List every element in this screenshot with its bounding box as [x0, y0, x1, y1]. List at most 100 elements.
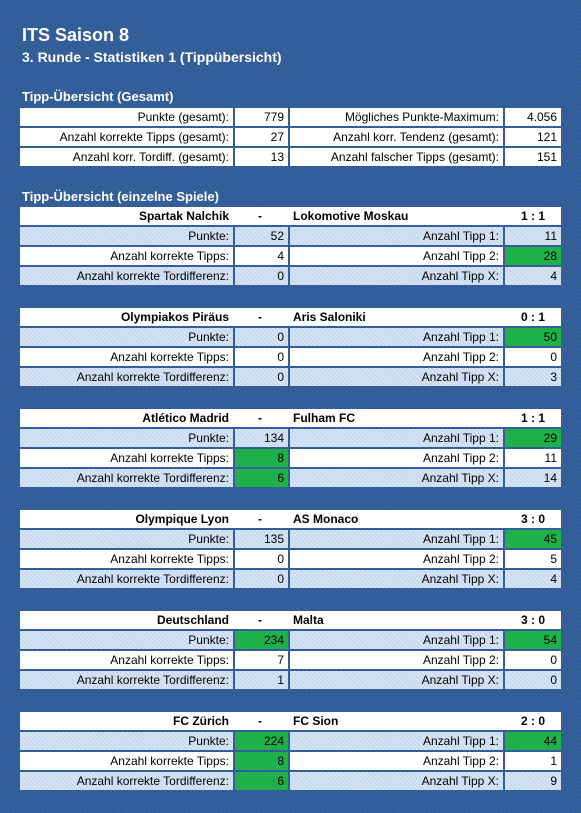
value-cell: 5: [505, 550, 561, 568]
value-cell: 4.056: [505, 108, 561, 126]
value-cell: 28: [505, 247, 561, 265]
label-cell: Anzahl korrekte Tipps:: [20, 651, 233, 669]
label-cell: Anzahl Tipp 2:: [290, 247, 503, 265]
value-cell: 6: [235, 772, 288, 790]
score: 0 : 1: [520, 310, 545, 324]
label-cell: Anzahl korrekte Tipps:: [20, 550, 233, 568]
section-title: Tipp-Übersicht (einzelne Spiele): [22, 189, 219, 204]
value-cell: 0: [505, 348, 561, 366]
label-cell: Anzahl Tipp 2:: [290, 449, 503, 467]
value-cell: 27: [235, 128, 288, 146]
value-cell: 1: [235, 671, 288, 689]
value-cell: 4: [505, 570, 561, 588]
label-cell: Anzahl korrekte Tordifferenz:: [20, 772, 233, 790]
home-team: Olympiakos Piräus: [120, 310, 229, 324]
label-cell: Anzahl Tipp 1:: [290, 227, 503, 245]
value-cell: 3: [505, 368, 561, 386]
value-cell: 13: [235, 148, 288, 166]
value-cell: 29: [505, 429, 561, 447]
separator: -: [258, 613, 262, 627]
title: ITS Saison 8: [22, 25, 130, 45]
value-cell: 8: [235, 449, 288, 467]
away-team: AS Monaco: [293, 512, 359, 526]
label-cell: Punkte:: [20, 227, 233, 245]
home-team: Deutschland: [156, 613, 229, 627]
value-cell: 54: [505, 631, 561, 649]
value-cell: 14: [505, 469, 561, 487]
label-cell: Anzahl Tipp 2:: [290, 651, 503, 669]
label-cell: Anzahl Tipp 1:: [290, 328, 503, 346]
home-team: FC Zürich: [173, 714, 229, 728]
label-cell: Anzahl korrekte Tipps:: [20, 752, 233, 770]
away-team: Aris Saloniki: [293, 310, 366, 324]
value-cell: 234: [235, 631, 288, 649]
score: 3 : 0: [520, 512, 545, 526]
value-cell: 45: [505, 530, 561, 548]
label-cell: Anzahl Tipp 2:: [290, 550, 503, 568]
value-cell: 0: [235, 267, 288, 285]
label-cell: Anzahl Tipp X:: [290, 368, 503, 386]
label-cell: Punkte:: [20, 429, 233, 447]
value-cell: 135: [235, 530, 288, 548]
value-cell: 8: [235, 752, 288, 770]
home-team: Spartak Nalchik: [138, 209, 229, 223]
label-cell: Anzahl Tipp 1:: [290, 631, 503, 649]
label-cell: Anzahl Tipp 2:: [290, 752, 503, 770]
label-cell: Anzahl Tipp 1:: [290, 530, 503, 548]
score: 2 : 0: [520, 714, 545, 728]
home-team: Atlético Madrid: [142, 411, 229, 425]
value-cell: 0: [235, 368, 288, 386]
label-cell: Anzahl korrekte Tordifferenz:: [20, 469, 233, 487]
value-cell: 0: [235, 348, 288, 366]
section-title: Tipp-Übersicht (Gesamt): [22, 89, 174, 104]
value-cell: 7: [235, 651, 288, 669]
value-cell: 44: [505, 732, 561, 750]
score: 1 : 1: [520, 209, 545, 223]
separator: -: [258, 512, 262, 526]
score: 1 : 1: [520, 411, 545, 425]
value-cell: 0: [505, 671, 561, 689]
value-cell: 9: [505, 772, 561, 790]
value-cell: 134: [235, 429, 288, 447]
label-cell: Anzahl Tipp 1:: [290, 429, 503, 447]
match-header: [20, 207, 561, 225]
match-header: [20, 308, 561, 326]
label-cell: Anzahl korr. Tordiff. (gesamt):: [20, 148, 233, 166]
label-cell: Anzahl Tipp X:: [290, 570, 503, 588]
value-cell: 0: [235, 550, 288, 568]
away-team: Fulham FC: [293, 411, 355, 425]
label-cell: Anzahl korrekte Tordifferenz:: [20, 368, 233, 386]
match-header: [20, 409, 561, 427]
away-team: FC Sion: [293, 714, 339, 728]
match-header: [20, 712, 561, 730]
label-cell: Punkte (gesamt):: [20, 108, 233, 126]
match-header: [20, 510, 561, 528]
value-cell: 11: [505, 449, 561, 467]
away-team: Lokomotive Moskau: [293, 209, 409, 223]
value-cell: 779: [235, 108, 288, 126]
value-cell: 1: [505, 752, 561, 770]
value-cell: 52: [235, 227, 288, 245]
label-cell: Anzahl falscher Tipps (gesamt):: [290, 148, 503, 166]
label-cell: Anzahl korrekte Tordifferenz:: [20, 267, 233, 285]
label-cell: Punkte:: [20, 732, 233, 750]
label-cell: Anzahl korrekte Tipps (gesamt):: [20, 128, 233, 146]
label-cell: Mögliches Punkte-Maximum:: [290, 108, 503, 126]
home-team: Olympique Lyon: [135, 512, 229, 526]
separator: -: [258, 310, 262, 324]
label-cell: Anzahl Tipp X:: [290, 469, 503, 487]
label-cell: Anzahl korrekte Tipps:: [20, 449, 233, 467]
value-cell: 151: [505, 148, 561, 166]
label-cell: Punkte:: [20, 328, 233, 346]
subtitle: 3. Runde - Statistiken 1 (Tippübersicht): [22, 49, 282, 65]
label-cell: Anzahl korrekte Tordifferenz:: [20, 671, 233, 689]
away-team: Malta: [293, 613, 324, 627]
label-cell: Anzahl korrekte Tipps:: [20, 348, 233, 366]
value-cell: 6: [235, 469, 288, 487]
value-cell: 4: [235, 247, 288, 265]
label-cell: Punkte:: [20, 530, 233, 548]
label-cell: Anzahl korrekte Tipps:: [20, 247, 233, 265]
separator: -: [258, 411, 262, 425]
value-cell: 11: [505, 227, 561, 245]
